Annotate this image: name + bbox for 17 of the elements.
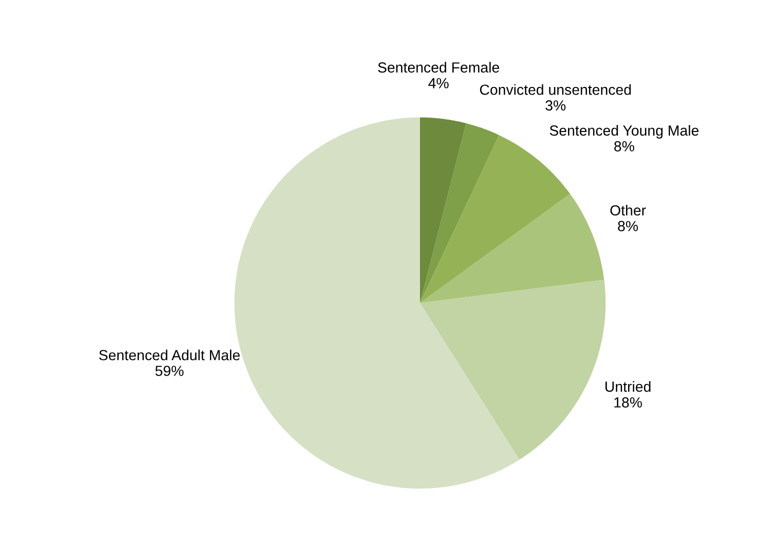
slice-label: Sentenced Adult Male	[99, 350, 240, 360]
data-label: 8%	[618, 220, 638, 232]
slice-label: Convicted unsentenced	[480, 84, 631, 95]
data-label: 4%	[428, 78, 449, 88]
slice-label: Other	[610, 204, 646, 216]
slice-label: Sentenced Female	[378, 62, 500, 73]
pie-slice	[420, 135, 570, 303]
slice-label: Sentenced Young Male	[550, 125, 699, 139]
pie-slice	[420, 117, 466, 303]
pie-slice	[420, 280, 606, 460]
data-label: 3%	[546, 100, 566, 111]
data-label: 18%	[614, 397, 642, 408]
data-label: 59%	[155, 366, 184, 376]
slice-label: Untried	[605, 381, 650, 392]
pie-slice	[420, 123, 500, 303]
pie-slice	[420, 194, 604, 303]
data-label: 8%	[614, 141, 634, 152]
